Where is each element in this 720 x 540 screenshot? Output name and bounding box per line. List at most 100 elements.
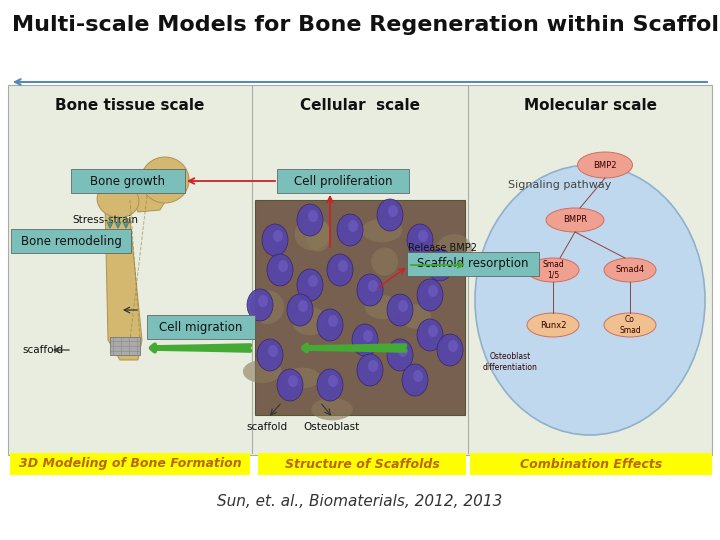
Ellipse shape <box>288 375 298 387</box>
Text: Combination Effects: Combination Effects <box>520 457 662 470</box>
Text: Cellular  scale: Cellular scale <box>300 98 420 113</box>
Ellipse shape <box>407 224 433 256</box>
Ellipse shape <box>527 258 579 282</box>
Ellipse shape <box>400 305 431 328</box>
Text: Bone growth: Bone growth <box>91 174 166 187</box>
Ellipse shape <box>438 255 448 267</box>
Ellipse shape <box>388 205 398 217</box>
Text: Osteoblast: Osteoblast <box>304 422 360 432</box>
Text: BMP2: BMP2 <box>593 160 617 170</box>
Ellipse shape <box>308 210 318 222</box>
FancyBboxPatch shape <box>11 229 131 253</box>
Ellipse shape <box>337 214 363 246</box>
Ellipse shape <box>357 274 383 306</box>
Text: Release BMP2: Release BMP2 <box>408 243 477 253</box>
Ellipse shape <box>577 152 632 178</box>
Ellipse shape <box>604 258 656 282</box>
FancyBboxPatch shape <box>147 315 255 339</box>
Ellipse shape <box>387 339 413 371</box>
Ellipse shape <box>298 300 308 312</box>
Ellipse shape <box>398 300 408 312</box>
Ellipse shape <box>413 370 423 382</box>
Text: Bone tissue scale: Bone tissue scale <box>55 98 204 113</box>
Text: Scaffold resorption: Scaffold resorption <box>418 258 528 271</box>
Text: scaffold: scaffold <box>22 345 63 355</box>
Text: Stress-strain: Stress-strain <box>72 215 138 225</box>
Text: Bone remodeling: Bone remodeling <box>21 234 122 247</box>
Ellipse shape <box>267 254 293 286</box>
Text: scaffold: scaffold <box>246 422 287 432</box>
Polygon shape <box>105 205 142 360</box>
Ellipse shape <box>338 260 348 272</box>
Polygon shape <box>130 180 175 212</box>
FancyBboxPatch shape <box>277 169 409 193</box>
Bar <box>10 453 250 475</box>
Text: Co
Smad: Co Smad <box>619 315 641 335</box>
Ellipse shape <box>141 157 189 203</box>
Ellipse shape <box>352 324 378 356</box>
Bar <box>470 453 712 475</box>
Ellipse shape <box>277 369 303 401</box>
Ellipse shape <box>475 165 705 435</box>
Ellipse shape <box>311 398 353 421</box>
Ellipse shape <box>418 230 428 242</box>
Ellipse shape <box>402 364 428 396</box>
Text: Smad4: Smad4 <box>616 266 644 274</box>
Bar <box>258 453 466 475</box>
Bar <box>8 85 712 455</box>
Ellipse shape <box>268 345 278 357</box>
Ellipse shape <box>363 330 373 342</box>
Text: Cell proliferation: Cell proliferation <box>294 174 392 187</box>
Bar <box>110 337 140 355</box>
Text: Structure of Scaffolds: Structure of Scaffolds <box>284 457 439 470</box>
Bar <box>255 200 465 415</box>
Ellipse shape <box>297 204 323 236</box>
FancyBboxPatch shape <box>407 252 539 276</box>
Text: Signaling pathway: Signaling pathway <box>508 180 612 190</box>
Ellipse shape <box>247 289 273 321</box>
Ellipse shape <box>365 295 400 319</box>
FancyBboxPatch shape <box>71 169 185 193</box>
Text: Smad
1/5: Smad 1/5 <box>542 260 564 280</box>
Text: Multi-scale Models for Bone Regeneration within Scaffolds: Multi-scale Models for Bone Regeneration… <box>12 15 720 35</box>
Ellipse shape <box>97 183 139 218</box>
Ellipse shape <box>287 294 313 326</box>
Ellipse shape <box>294 218 330 250</box>
Ellipse shape <box>527 313 579 337</box>
Ellipse shape <box>317 309 343 341</box>
Ellipse shape <box>278 260 288 272</box>
Text: Sun, et. al., Biomaterials, 2012, 2013: Sun, et. al., Biomaterials, 2012, 2013 <box>217 495 503 510</box>
Ellipse shape <box>317 369 343 401</box>
Ellipse shape <box>348 220 358 232</box>
Ellipse shape <box>258 295 268 307</box>
Ellipse shape <box>398 345 408 357</box>
Ellipse shape <box>284 368 320 388</box>
Ellipse shape <box>273 230 283 242</box>
Ellipse shape <box>262 224 288 256</box>
Text: Osteoblast
differentiation: Osteoblast differentiation <box>482 352 537 372</box>
Ellipse shape <box>368 360 378 372</box>
Ellipse shape <box>427 249 453 281</box>
Ellipse shape <box>257 339 283 371</box>
Ellipse shape <box>417 319 443 351</box>
Text: Cell migration: Cell migration <box>159 321 243 334</box>
Ellipse shape <box>308 275 318 287</box>
Ellipse shape <box>361 219 402 242</box>
Ellipse shape <box>368 280 378 292</box>
Ellipse shape <box>437 334 463 366</box>
Ellipse shape <box>546 208 604 232</box>
Ellipse shape <box>377 199 403 231</box>
Ellipse shape <box>372 247 398 276</box>
Ellipse shape <box>357 354 383 386</box>
Ellipse shape <box>428 325 438 337</box>
Text: Runx2: Runx2 <box>540 321 566 329</box>
Ellipse shape <box>448 340 458 352</box>
Bar <box>10 97 250 452</box>
Ellipse shape <box>417 279 443 311</box>
Ellipse shape <box>250 290 284 324</box>
Ellipse shape <box>243 360 282 383</box>
Ellipse shape <box>328 375 338 387</box>
Ellipse shape <box>328 315 338 327</box>
Ellipse shape <box>327 254 353 286</box>
Ellipse shape <box>297 269 323 301</box>
